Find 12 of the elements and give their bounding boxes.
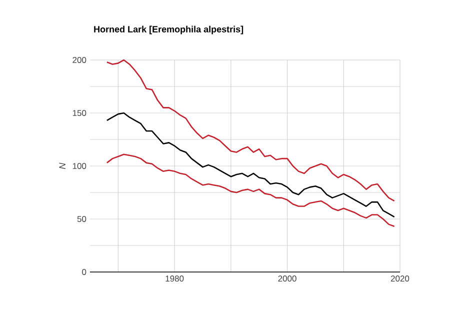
y-axis-title: N xyxy=(59,162,66,169)
y-tick-label: 150 xyxy=(72,110,86,116)
line-series xyxy=(106,59,396,202)
y-tick-label: 200 xyxy=(72,56,86,63)
x-tick-label: 2020 xyxy=(390,276,410,282)
x-tick-label: 1980 xyxy=(166,276,184,282)
y-tick-label: 100 xyxy=(72,162,86,169)
y-tick-label: 50 xyxy=(77,216,86,222)
y-tick-label: 0 xyxy=(82,268,86,276)
chart-title: Horned Lark [Eremophila alpestris] xyxy=(94,26,244,34)
x-tick-label: 2000 xyxy=(278,276,296,282)
line-series xyxy=(106,154,396,228)
